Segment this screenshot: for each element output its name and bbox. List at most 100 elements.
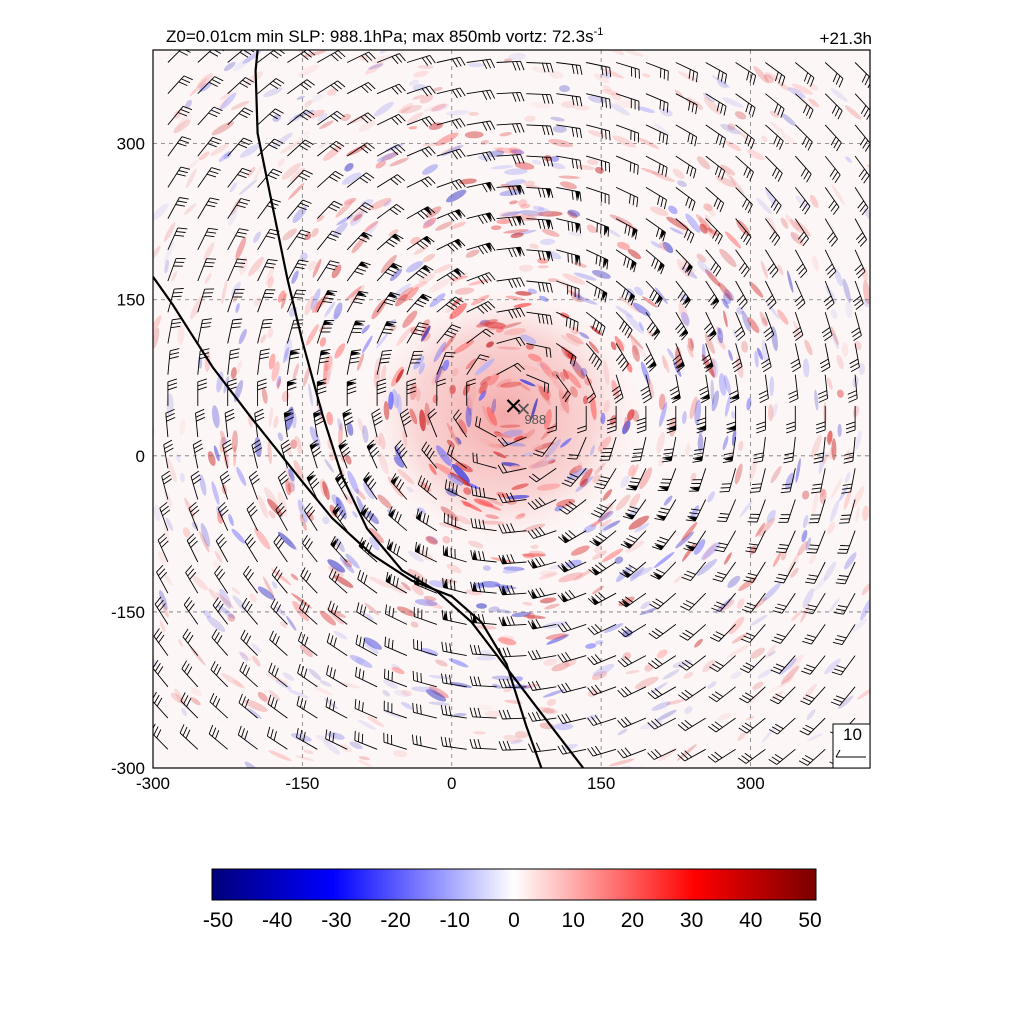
wind-barb	[227, 198, 251, 219]
vorticity-streak	[831, 438, 837, 461]
vorticity-streak	[484, 321, 506, 329]
wind-barb	[358, 537, 378, 563]
vorticity-streak	[231, 528, 246, 544]
wind-barb	[645, 280, 663, 308]
vorticity-streak	[397, 287, 413, 301]
vorticity-streak	[482, 565, 491, 571]
vorticity-streak	[693, 539, 706, 555]
wind-barb	[257, 318, 273, 344]
vorticity-streak	[218, 150, 232, 163]
vorticity-streak	[871, 536, 887, 558]
wind-barb	[384, 636, 408, 657]
wind-barb	[498, 523, 527, 534]
wind-barb	[406, 350, 424, 375]
wind-barb	[498, 585, 527, 596]
wind-barb	[547, 405, 557, 434]
vorticity-streak	[587, 130, 606, 138]
vorticity-streak	[153, 645, 158, 667]
vorticity-streak	[569, 360, 583, 372]
vorticity-streak	[271, 568, 292, 586]
wind-barb	[769, 686, 796, 705]
vorticity-streak	[249, 593, 257, 603]
vorticity-streak	[302, 50, 327, 58]
vorticity-streak	[548, 71, 564, 79]
wind-barb	[599, 436, 617, 461]
vorticity-streak	[837, 423, 842, 437]
wind-barb	[526, 62, 554, 73]
vorticity-streak	[163, 221, 176, 242]
vorticity-streak	[502, 566, 521, 574]
wind-barb	[835, 561, 856, 585]
vorticity-streak	[592, 663, 615, 677]
colorbar-ticks: -50 -40 -30 -20 -10 0 10 20 30 40 50	[203, 909, 822, 932]
wind-barb	[606, 405, 617, 434]
wind-barb	[756, 405, 766, 434]
vorticity-streak	[203, 242, 215, 261]
wind-barb	[808, 499, 826, 524]
vorticity-streak	[622, 652, 631, 661]
wind-barb	[386, 539, 408, 563]
wind-barb	[197, 318, 212, 344]
wind-barb	[251, 439, 263, 469]
vorticity-streak	[760, 260, 768, 279]
wind-barb	[803, 592, 826, 615]
wind-barb	[528, 467, 557, 483]
vorticity-streak	[518, 199, 528, 207]
wind-barb	[527, 526, 557, 539]
vorticity-streak	[317, 140, 330, 149]
vorticity-streak	[711, 74, 731, 89]
wind-barb	[585, 343, 603, 371]
vorticity-streak	[185, 99, 192, 109]
vorticity-streak	[244, 761, 263, 768]
vorticity-streak	[678, 302, 689, 326]
vorticity-streak	[322, 145, 343, 161]
vorticity-streak	[628, 464, 636, 477]
vorticity-streak	[451, 463, 470, 483]
vorticity-streak	[479, 520, 506, 525]
colorbar-tick-label: -40	[262, 909, 292, 932]
vorticity-streak	[827, 430, 833, 446]
wind-barb	[385, 571, 408, 594]
wind-barb	[165, 408, 176, 438]
vorticity-streak	[493, 432, 513, 439]
wind-barb	[556, 62, 583, 75]
vorticity-streak	[355, 657, 365, 665]
vorticity-streak	[349, 654, 373, 668]
wind-barb	[338, 439, 351, 469]
vorticity-streak	[781, 550, 787, 561]
vorticity-streak	[599, 519, 612, 528]
vorticity-streak	[305, 324, 319, 346]
vorticity-streak	[163, 573, 173, 586]
vorticity-streak	[531, 160, 542, 165]
wind-barb	[347, 51, 376, 63]
vorticity-streak	[190, 296, 204, 320]
vorticity-streak	[707, 491, 715, 503]
wind-barb	[527, 742, 557, 753]
vorticity-streak	[287, 689, 309, 699]
vorticity-streak	[602, 520, 621, 531]
vorticity-streak	[352, 511, 358, 518]
vorticity-streak	[543, 409, 552, 430]
wind-barb	[466, 354, 490, 375]
vorticity-streak	[476, 655, 496, 661]
vorticity-streak	[319, 610, 337, 626]
wind-barb	[526, 311, 553, 325]
vorticity-streak	[245, 71, 264, 86]
vorticity-streak	[342, 172, 362, 185]
vorticity-streak	[585, 643, 597, 649]
vorticity-streak	[842, 278, 851, 304]
vorticity-streak	[248, 256, 264, 277]
vorticity-streak	[297, 499, 308, 523]
wind-barb	[498, 678, 527, 689]
wind-barb	[227, 107, 254, 126]
vorticity-streak	[770, 466, 782, 484]
vorticity-streak	[432, 86, 443, 92]
wind-barb	[669, 374, 681, 404]
vorticity-streak	[602, 548, 624, 562]
vorticity-streak	[702, 542, 717, 561]
wind-barb	[354, 730, 378, 750]
vorticity-streak	[786, 677, 793, 684]
vorticity-streak	[417, 64, 434, 70]
wind-barb	[440, 705, 467, 719]
wind-barb	[342, 408, 354, 438]
